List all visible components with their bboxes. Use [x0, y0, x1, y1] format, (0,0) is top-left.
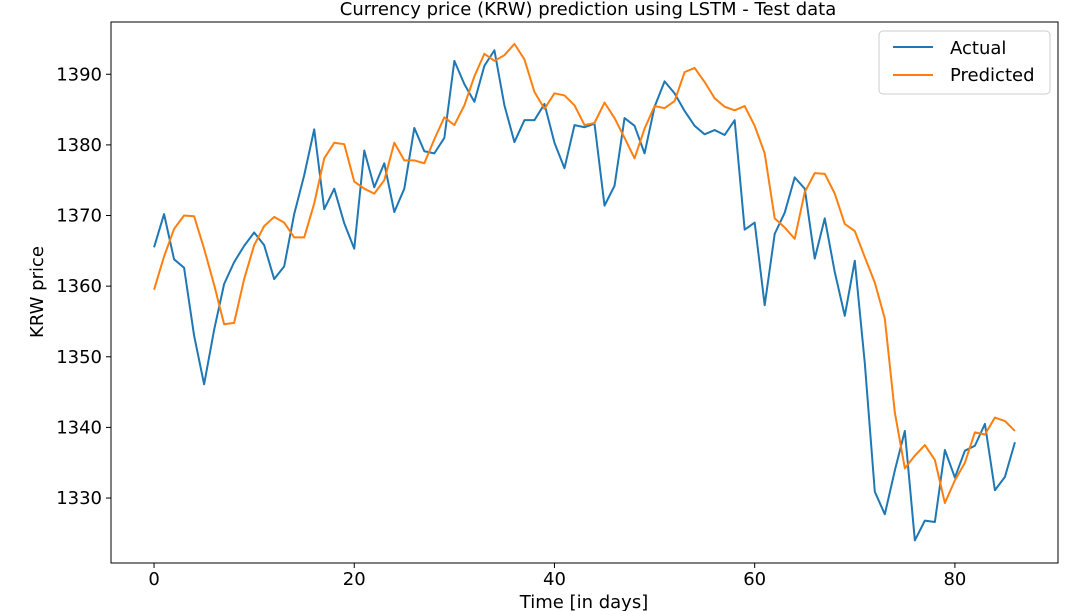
- chart-title: Currency price (KRW) prediction using LS…: [340, 0, 837, 20]
- plot-frame: [110, 21, 1059, 564]
- ticks-layer: 0 20 40 60 80 1330 1340 1350 1360 1370 1380 1390: [56, 64, 966, 590]
- x-tick-label: 80: [943, 569, 966, 590]
- series-layer: [153, 42, 1016, 542]
- y-tick-label: 1380: [56, 135, 102, 156]
- y-axis-label: KRW price: [27, 246, 48, 338]
- x-tick-label: 60: [743, 569, 766, 590]
- y-tick-label: 1330: [56, 488, 102, 509]
- series-line-actual: [153, 49, 1016, 542]
- x-tick-label: 40: [543, 569, 566, 590]
- legend-label-actual: Actual: [950, 38, 1006, 59]
- x-tick-label: 0: [148, 569, 159, 590]
- x-tick-label: 20: [343, 569, 366, 590]
- series-line-predicted: [153, 42, 1016, 504]
- y-tick-label: 1350: [56, 347, 102, 368]
- plot-area: 0 20 40 60 80 1330 1340 1350 1360 1370 1380 1390: [56, 21, 1059, 590]
- y-tick-label: 1390: [56, 64, 102, 85]
- legend-label-predicted: Predicted: [950, 65, 1035, 86]
- y-tick-label: 1360: [56, 276, 102, 297]
- x-axis-label: Time [in days]: [519, 592, 648, 611]
- legend: Actual Predicted: [878, 30, 1051, 95]
- y-tick-label: 1370: [56, 206, 102, 227]
- y-tick-label: 1340: [56, 417, 102, 438]
